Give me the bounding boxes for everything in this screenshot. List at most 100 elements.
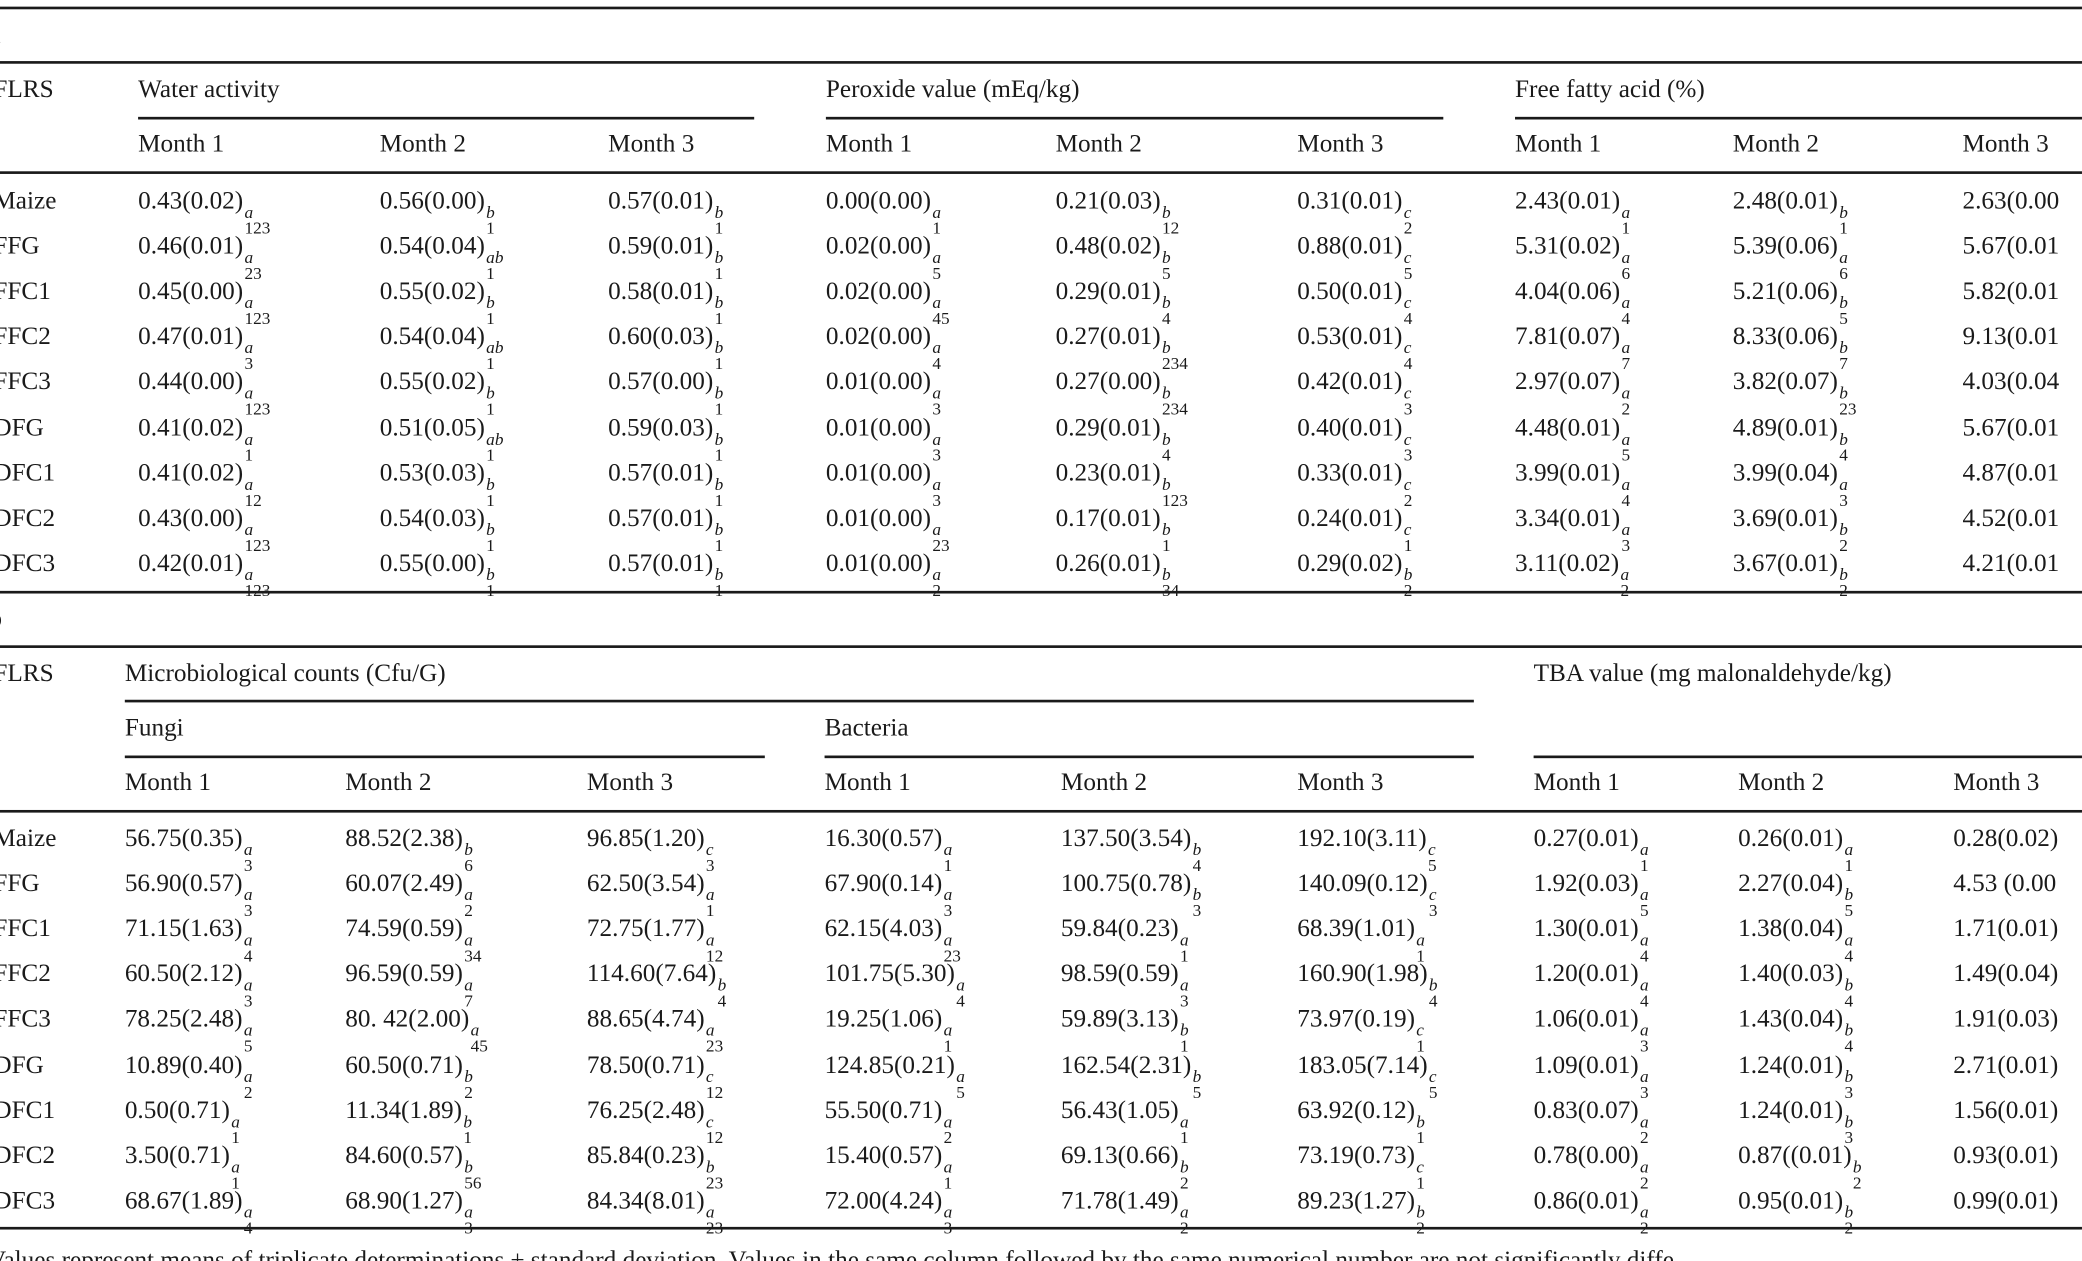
cell: 10.89(0.40) a 2 xyxy=(124,1050,253,1100)
cell: 0.55(0.00)b1 xyxy=(380,549,495,598)
superscript: a xyxy=(1621,201,1631,222)
subscript: 3 xyxy=(1839,489,1848,510)
cell: 1.24(0.01) b 3 xyxy=(1738,1051,1853,1100)
cell-value: 85.84(0.23) xyxy=(586,1141,705,1170)
superscript: a xyxy=(932,428,941,449)
superscript: b xyxy=(1179,1156,1189,1177)
cell-value: 62.15(4.03) xyxy=(824,915,943,943)
footnote: Values represent means of triplicate det… xyxy=(0,1246,1674,1261)
cell: 7.81(0.07) a 7 xyxy=(1515,323,1630,372)
subscript: 1 xyxy=(714,353,724,374)
row-label: FFC1 xyxy=(0,915,51,943)
row-label: FFC1 xyxy=(0,277,51,306)
subscript: 5 xyxy=(1162,263,1171,283)
cell: 137.50(3.54) b 4 xyxy=(1061,825,1201,874)
cell-value: 0.51(0.05) xyxy=(379,413,485,442)
superscript: c xyxy=(1416,1020,1424,1041)
superscript: a xyxy=(1621,247,1631,268)
superscript: a xyxy=(943,1020,953,1041)
superscript: b xyxy=(1852,1156,1862,1177)
cell: 0.24(0.01) c 1 xyxy=(1297,504,1412,553)
cell-value: 0.46(0.01) xyxy=(138,232,244,261)
subscript: 7 xyxy=(1621,353,1631,374)
cell: 0.26(0.01) a 1 xyxy=(1738,825,1853,874)
cell: 0.51(0.05) ab 1 xyxy=(379,413,504,463)
cell-letters: ab 1 xyxy=(486,337,504,372)
subscript: 3 xyxy=(1403,398,1413,419)
cell-value: 0.26(0.01) xyxy=(1055,549,1161,578)
subscript: 23 xyxy=(932,534,950,555)
subgroup-header: Bacteria xyxy=(824,714,909,743)
cell: 60.50(2.12) a 3 xyxy=(125,960,253,1009)
cell-value: 0.53(0.01) xyxy=(1297,323,1403,351)
cell-letters: b 23 xyxy=(706,1157,723,1191)
cell: 2.63(0.00 xyxy=(1962,187,2060,216)
cell-letters: a2 xyxy=(1621,565,1630,599)
cell-letters: a 45 xyxy=(932,294,949,327)
subscript: 4 xyxy=(1621,489,1631,510)
cell: 1.06(0.01) a 3 xyxy=(1534,1006,1649,1055)
cell-value: 0.33(0.01) xyxy=(1297,458,1403,487)
subscript: 6 xyxy=(464,855,473,876)
cell: 0.86(0.01)a2 xyxy=(1534,1187,1649,1236)
superscript: a xyxy=(244,428,254,449)
superscript: a xyxy=(243,974,253,995)
cell: 0.29(0.01) b 4 xyxy=(1056,414,1171,463)
superscript: b xyxy=(1839,564,1848,584)
subscript: 5 xyxy=(1839,308,1848,329)
cell-value: 1.30(0.01) xyxy=(1533,915,1639,943)
column-header: Month 1 xyxy=(824,768,911,797)
subscript: 1 xyxy=(1416,1172,1425,1192)
cell: 0.02(0.00) a 45 xyxy=(826,278,950,327)
superscript: b xyxy=(486,518,495,539)
cell: 56.75(0.35) a 3 xyxy=(125,825,253,874)
cell-value: 0.29(0.01) xyxy=(1055,277,1161,306)
superscript: a xyxy=(1179,974,1189,995)
superscript: a xyxy=(244,473,254,494)
cell-letters: b 23 xyxy=(1839,384,1856,417)
cell-value: 4.04(0.06) xyxy=(1515,277,1621,306)
cell: 0.43(0.00) a 123 xyxy=(138,504,270,553)
superscript: a xyxy=(244,518,254,539)
cell: 0.01(0.00) a 3 xyxy=(826,414,941,463)
cell-value: 10.89(0.40) xyxy=(124,1050,243,1079)
cell: 4.48(0.01) a 5 xyxy=(1515,414,1630,463)
column-header: Month 3 xyxy=(1962,130,2049,159)
cell: 0.41(0.02) a 12 xyxy=(138,459,262,508)
cell: 4.87(0.01 xyxy=(1962,458,2060,487)
cell: 60.50(0.71) b 2 xyxy=(345,1051,473,1100)
subscript: 45 xyxy=(470,1036,488,1057)
subscript: 12 xyxy=(705,945,724,966)
superscript: b xyxy=(1839,428,1848,449)
subscript: 4 xyxy=(1640,945,1649,966)
superscript: ab xyxy=(486,337,504,358)
superscript: c xyxy=(1416,1156,1424,1177)
cell-value: 0.43(0.02) xyxy=(138,187,244,216)
rule xyxy=(824,755,1474,758)
subscript: 2 xyxy=(1621,398,1631,419)
superscript: b xyxy=(1162,428,1171,449)
cell-value: 0.41(0.02) xyxy=(138,413,244,442)
subscript: 1 xyxy=(714,308,724,329)
cell-value: 160.90(1.98) xyxy=(1297,960,1428,989)
cell-value: 0.60(0.03) xyxy=(608,323,714,351)
cell-value: 0.83(0.07) xyxy=(1533,1096,1639,1125)
subscript: 3 xyxy=(1621,534,1631,555)
cell: 9.13(0.01 xyxy=(1962,323,2060,351)
superscript: a xyxy=(1844,839,1854,860)
